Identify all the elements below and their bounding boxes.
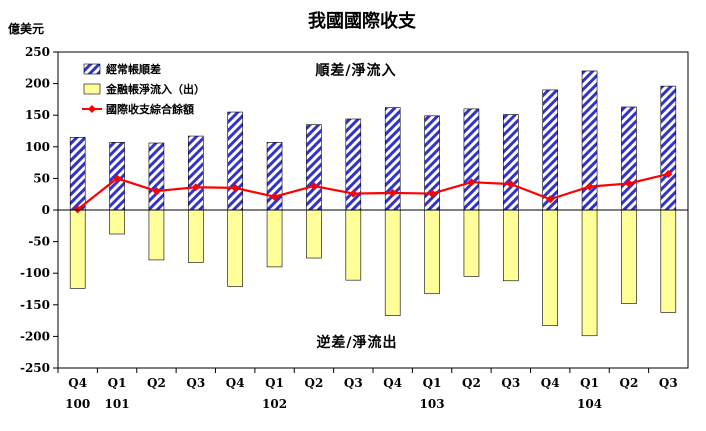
bar-financial-account [69,209,86,289]
bar-financial-account [306,209,322,259]
bar-current-account [660,85,677,211]
y-axis: 250 200 150 100 50 0 -50 -100 -150 -200 -250 [20,45,58,375]
y-tick-label: 50 [33,171,50,185]
annotation-deficit: 逆差/淨流出 [316,334,397,351]
y-tick-label: -200 [20,329,50,343]
bar-current-account [69,137,86,211]
bar-financial-account [148,209,165,261]
bar-series [69,70,677,337]
balance-point [388,188,397,197]
balance-point [113,174,122,183]
bar-current-account [188,135,204,211]
x-tick-label: Q2 [462,376,481,390]
legend-marker-balance [88,105,96,113]
chart-title: 我國國際收支 [308,10,417,32]
x-tick-label: Q1 [265,376,284,390]
bar-financial-account [660,209,677,313]
x-tick-label: Q3 [186,376,205,390]
legend: 經常帳順差 金融帳淨流入（出） 國際收支綜合餘額 [82,62,205,116]
bar-financial-account [109,209,125,235]
bar-current-account [463,108,480,211]
balance-point [546,195,555,204]
x-year-label: 100 [65,397,90,411]
balance-point [191,183,200,192]
balance-point [467,178,476,187]
bar-financial-account [227,209,243,287]
bar-financial-account [503,209,519,282]
x-tick-label: Q4 [68,376,87,390]
balance-point [270,192,279,201]
legend-label-current-account: 經常帳順差 [106,62,161,76]
bar-financial-account [266,209,283,268]
x-axis: Q4 100 Q1 101 Q2 Q3 Q4 Q1 102 Q2 Q3 Q4 Q1 103 Q2 Q3 Q4 Q1… [57,368,678,411]
x-year-label: 104 [577,397,602,411]
balance-point [73,205,82,214]
balance-point [152,187,161,196]
balance-point [506,180,515,189]
x-tick-label: Q4 [541,376,560,390]
y-tick-label: 0 [42,203,50,217]
x-tick-label: Q2 [305,376,324,390]
legend-swatch-current-account [83,63,101,75]
balance-point [585,182,594,191]
x-year-label: 103 [420,397,445,411]
balance-point [664,169,673,178]
legend-label-financial-account: 金融帳淨流入（出） [105,82,205,96]
bar-financial-account [621,209,637,304]
x-tick-label: Q4 [226,376,245,390]
balance-point [428,189,437,198]
balance-line-series [73,169,673,214]
x-tick-label: Q1 [580,376,599,390]
bar-current-account [621,106,637,211]
bar-current-account [306,124,322,211]
y-tick-label: 200 [25,77,50,91]
x-tick-label: Q2 [620,376,639,390]
y-tick-label: -150 [20,298,50,312]
x-year-label: 101 [105,397,130,411]
y-tick-label: 100 [25,140,50,154]
x-tick-label: Q2 [147,376,166,390]
x-tick-label: Q3 [344,376,363,390]
bar-financial-account [542,209,558,326]
bar-current-account [227,111,243,211]
y-tick-label: -100 [20,266,50,280]
bar-current-account [542,89,558,211]
balance-line [77,172,669,211]
balance-point [231,183,240,192]
bar-financial-account [188,209,204,263]
bar-financial-account [384,209,401,316]
y-tick-label: -250 [20,361,50,375]
bar-financial-account [345,209,362,281]
balance-point [349,189,358,198]
x-tick-label: Q1 [108,376,127,390]
y-axis-unit-label: 億美元 [8,21,44,36]
bar-current-account [148,142,165,211]
balance-point [309,181,318,190]
x-tick-label: Q3 [501,376,520,390]
bar-financial-account [463,209,480,277]
x-year-label: 102 [262,397,287,411]
y-tick-label: -50 [28,235,50,249]
x-tick-label: Q1 [423,376,442,390]
balance-point [624,179,633,188]
bar-financial-account [581,209,598,337]
annotation-surplus: 順差/淨流入 [315,62,396,79]
x-tick-label: Q3 [659,376,678,390]
legend-swatch-financial-account [83,83,101,95]
legend-label-balance: 國際收支綜合餘額 [106,102,194,116]
y-tick-label: 250 [25,45,50,59]
x-tick-label: Q4 [383,376,402,390]
bar-financial-account [424,209,440,294]
bar-current-account [503,114,519,211]
y-tick-label: 150 [25,108,50,122]
